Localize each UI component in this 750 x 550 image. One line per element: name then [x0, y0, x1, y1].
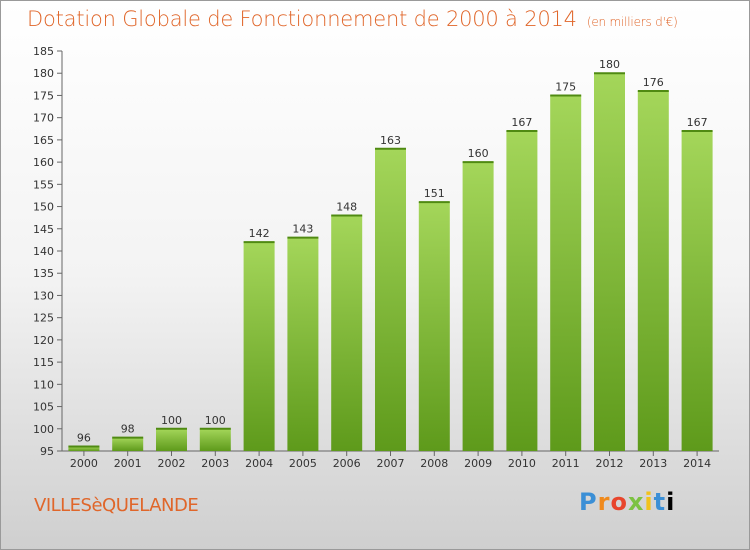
bar: [243, 242, 275, 451]
chart-title: Dotation Globale de Fonctionnement de 20…: [27, 7, 678, 31]
logo-letter: i: [666, 488, 676, 516]
bar: [199, 428, 231, 451]
bar-value-label: 148: [336, 200, 357, 213]
x-tick-label: 2010: [508, 457, 536, 470]
bar: [462, 162, 494, 451]
bar-value-label: 163: [380, 134, 401, 147]
y-tick-label: 120: [33, 334, 54, 347]
x-tick-label: 2008: [420, 457, 448, 470]
bar: [156, 428, 187, 451]
bar-value-label: 151: [424, 187, 445, 200]
bar: [550, 95, 582, 451]
bar-value-label: 175: [555, 80, 576, 93]
bar: [331, 215, 363, 451]
logo-letter: i: [644, 488, 654, 516]
x-tick-label: 2012: [596, 457, 624, 470]
y-tick-label: 160: [33, 156, 54, 169]
logo-letter: r: [597, 488, 611, 516]
y-tick-label: 125: [33, 312, 54, 325]
bar-value-label: 180: [599, 58, 620, 71]
y-tick-label: 130: [33, 289, 54, 302]
y-tick-label: 115: [33, 356, 54, 369]
x-tick-label: 2004: [245, 457, 273, 470]
bar: [681, 131, 713, 451]
y-tick-label: 105: [33, 401, 54, 414]
y-tick-label: 110: [33, 378, 54, 391]
bar: [112, 437, 144, 451]
x-tick-label: 2005: [289, 457, 317, 470]
proxiti-logo: Proxiti: [579, 488, 675, 516]
bar-value-label: 167: [687, 116, 708, 129]
x-tick-label: 2013: [639, 457, 667, 470]
bar: [68, 446, 100, 451]
x-tick-label: 2006: [333, 457, 361, 470]
y-tick-label: 175: [33, 89, 54, 102]
x-tick-label: 2011: [552, 457, 580, 470]
bar-value-label: 167: [511, 116, 532, 129]
y-tick-label: 185: [33, 45, 54, 58]
chart-subtitle: (en milliers d'€): [586, 15, 678, 29]
logo-letter: o: [610, 488, 628, 516]
y-tick-label: 145: [33, 223, 54, 236]
bar-value-label: 160: [468, 147, 489, 160]
bar-value-label: 96: [77, 432, 91, 445]
bar: [506, 131, 538, 451]
y-tick-label: 135: [33, 267, 54, 280]
bar: [637, 91, 669, 451]
bar: [287, 237, 319, 451]
bar-value-label: 143: [292, 223, 313, 236]
y-tick-label: 170: [33, 112, 54, 125]
x-tick-label: 2002: [158, 457, 186, 470]
x-tick-label: 2009: [464, 457, 492, 470]
bar: [418, 202, 450, 451]
logo-letter: P: [579, 488, 598, 516]
bar-value-label: 142: [249, 227, 270, 240]
y-tick-label: 100: [33, 423, 54, 436]
bar-value-label: 98: [121, 423, 135, 436]
y-tick-label: 150: [33, 201, 54, 214]
x-tick-label: 2001: [114, 457, 142, 470]
x-tick-label: 2014: [683, 457, 711, 470]
x-tick-label: 2007: [377, 457, 405, 470]
title-text: Dotation Globale de Fonctionnement de 20…: [27, 7, 577, 31]
bar-value-label: 100: [205, 414, 226, 427]
bar: [594, 73, 625, 451]
x-tick-label: 2003: [201, 457, 229, 470]
bar-value-label: 100: [161, 414, 182, 427]
y-tick-label: 155: [33, 178, 54, 191]
y-tick-label: 165: [33, 134, 54, 147]
y-tick-label: 180: [33, 67, 54, 80]
logo-letter: t: [653, 488, 667, 516]
y-tick-label: 95: [40, 445, 54, 458]
logo-letter: x: [627, 488, 645, 516]
bar-value-label: 176: [643, 76, 664, 89]
bar: [375, 148, 406, 451]
y-tick-label: 140: [33, 245, 54, 258]
commune-name: VILLESèQUELANDE: [34, 495, 199, 516]
x-tick-label: 2000: [70, 457, 98, 470]
